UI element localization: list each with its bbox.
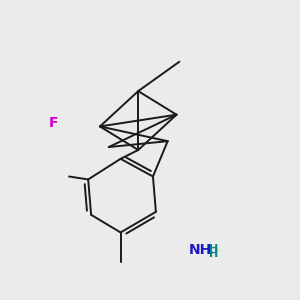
Text: F: F	[49, 116, 59, 130]
Text: H: H	[209, 249, 218, 259]
Text: H: H	[209, 244, 218, 254]
Text: NH: NH	[188, 243, 212, 257]
